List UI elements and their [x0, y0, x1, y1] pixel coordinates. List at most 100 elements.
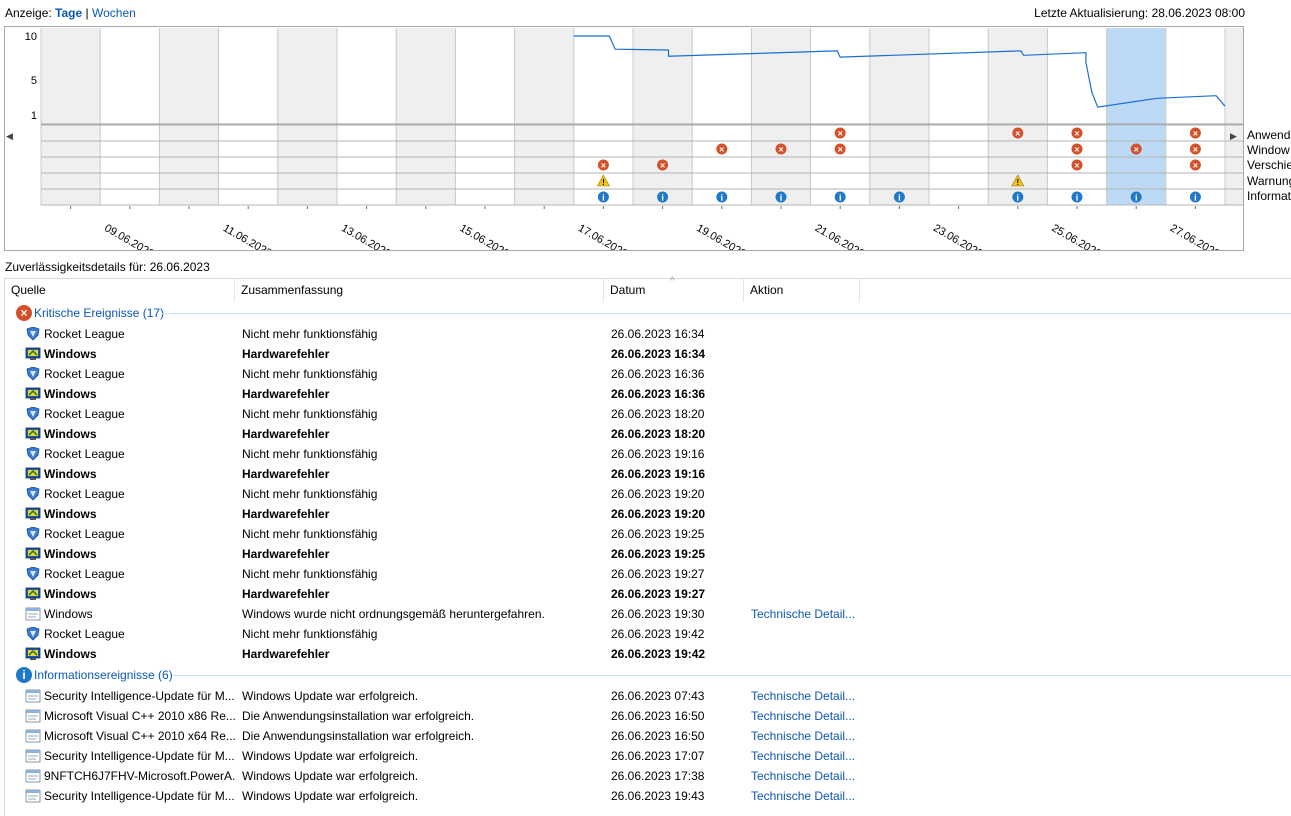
error-icon-glyph: × — [838, 145, 843, 155]
day-column — [1047, 28, 1107, 205]
info-icon-glyph: i — [1017, 193, 1020, 203]
view-separator: | — [85, 6, 89, 20]
table-row[interactable]: Rocket League Nicht mehr funktionsfähig 26… — [5, 624, 1291, 644]
x-tick-label: 15.06.2023 — [458, 222, 512, 250]
error-icon-glyph: × — [838, 129, 843, 139]
view-weeks-link[interactable]: Wochen — [91, 6, 136, 20]
table-row[interactable]: Rocket League Nicht mehr funktionsfähig 26… — [5, 364, 1291, 384]
warning-icon-glyph: ! — [1016, 178, 1019, 187]
cell-source: Windows — [44, 507, 97, 521]
window-icon — [25, 789, 41, 803]
technical-details-link[interactable]: Technische Detail... — [751, 729, 856, 743]
error-icon: × — [16, 305, 32, 321]
cell-date: 26.06.2023 17:38 — [611, 769, 705, 783]
table-row[interactable]: Rocket League Nicht mehr funktionsfähig 26… — [5, 564, 1291, 584]
cell-date: 26.06.2023 16:50 — [611, 729, 705, 743]
group-header[interactable]: i Informationsereignisse (6) — [5, 664, 1291, 686]
day-column — [159, 28, 219, 205]
day-column — [337, 28, 397, 205]
cell-source: Windows — [44, 607, 93, 621]
cell-date: 26.06.2023 16:50 — [611, 709, 705, 723]
day-column — [514, 28, 574, 205]
table-row[interactable]: Rocket League Nicht mehr funktionsfähig 26… — [5, 404, 1291, 424]
technical-details-link[interactable]: Technische Detail... — [751, 689, 856, 703]
column-header-source[interactable]: Quelle — [5, 279, 235, 302]
cell-summary: Nicht mehr funktionsfähig — [242, 627, 378, 641]
cell-source: Microsoft Visual C++ 2010 x64 Re... — [44, 729, 236, 743]
info-icon — [1130, 191, 1142, 203]
cell-source: Windows — [44, 347, 97, 361]
table-row[interactable]: Microsoft Visual C++ 2010 x86 Re... Die A… — [5, 706, 1291, 726]
cell-date: 26.06.2023 16:34 — [611, 347, 706, 361]
group-label[interactable]: Kritische Ereignisse (17) — [34, 306, 165, 320]
info-icon — [893, 191, 905, 203]
table-row[interactable]: Windows Hardwarefehler 26.06.2023 18:20 — [5, 424, 1291, 444]
technical-details-link[interactable]: Technische Detail... — [751, 709, 856, 723]
technical-details-link[interactable]: Technische Detail... — [751, 769, 856, 783]
table-row[interactable]: Security Intelligence-Update für M... Win… — [5, 686, 1291, 706]
view-days-link[interactable]: Tage — [55, 6, 83, 20]
table-row[interactable]: Windows Hardwarefehler 26.06.2023 19:25 — [5, 544, 1291, 564]
table-row[interactable]: Windows Hardwarefehler 26.06.2023 16:34 — [5, 344, 1291, 364]
reliability-chart-svg[interactable]: 10 5 1 × × × × × × × × × × × × × ×! ! i i i i i i i i i i 09.06.2023… — [5, 27, 1285, 260]
day-column — [751, 28, 811, 205]
table-row[interactable]: Security Intelligence-Update für M... Win… — [5, 786, 1291, 806]
table-row[interactable]: Rocket League Nicht mehr funktionsfähig 26… — [5, 324, 1291, 344]
day-column — [218, 28, 278, 205]
table-row[interactable]: Rocket League Nicht mehr funktionsfähig 26… — [5, 484, 1291, 504]
table-row[interactable]: Windows Hardwarefehler 26.06.2023 19:20 — [5, 504, 1291, 524]
x-tick-label: 13.06.2023 — [339, 222, 393, 250]
error-icon — [1189, 143, 1201, 155]
scroll-right-arrow[interactable]: ▶ — [1230, 131, 1237, 141]
table-row[interactable]: 9NFTCH6J7FHV-Microsoft.PowerA... Windows … — [5, 766, 1291, 786]
table-row[interactable]: Rocket League Nicht mehr funktionsfähig 26… — [5, 524, 1291, 544]
table-row[interactable]: Windows Hardwarefehler 26.06.2023 19:42 — [5, 644, 1291, 664]
reliability-chart[interactable]: 10 5 1 × × × × × × × × × × × × × ×!! i i i i i i i i i i 09.06.2023… — [4, 26, 1285, 260]
technical-details-link[interactable]: Technische Detail... — [751, 789, 856, 803]
windows-hardware-icon — [25, 347, 41, 361]
column-header-summary[interactable]: Zusammenfassung — [235, 279, 604, 302]
table-row[interactable]: Rocket League Nicht mehr funktionsfähig 26… — [5, 444, 1291, 464]
x-tick-label: 19.06.2023 — [694, 222, 748, 250]
table-row[interactable]: Windows Hardwarefehler 26.06.2023 16:36 — [5, 384, 1291, 404]
info-icon — [716, 191, 728, 203]
window-icon — [25, 607, 41, 621]
cell-date: 26.06.2023 19:25 — [611, 527, 705, 541]
technical-details-link[interactable]: Technische Detail... — [751, 749, 856, 763]
cell-date: 26.06.2023 16:36 — [611, 367, 705, 381]
group-label[interactable]: Informationsereignisse (6) — [34, 668, 173, 682]
cell-summary: Hardwarefehler — [242, 547, 330, 561]
table-row[interactable]: Windows Hardwarefehler 26.06.2023 19:16 — [5, 464, 1291, 484]
app-shield-icon — [25, 446, 41, 461]
technical-details-link[interactable]: Technische Detail... — [751, 607, 856, 621]
cell-summary: Nicht mehr funktionsfähig — [242, 367, 378, 381]
table-row[interactable]: Windows Hardwarefehler 26.06.2023 19:27 — [5, 584, 1291, 604]
row-label-misc-errors: Verschie — [1247, 158, 1291, 173]
cell-source: Security Intelligence-Update für M... — [44, 789, 235, 803]
table-row[interactable]: Windows Windows wurde nicht ordnungsgemäß… — [5, 604, 1291, 624]
column-header-action[interactable]: Aktion — [744, 279, 860, 302]
group-divider — [173, 675, 1291, 676]
day-column — [277, 28, 337, 205]
error-icon — [1012, 127, 1024, 139]
row-label-application-errors: Anwend — [1247, 128, 1291, 142]
y-tick-label: 5 — [31, 75, 37, 87]
cell-summary: Nicht mehr funktionsfähig — [242, 527, 378, 541]
table-header: Quelle Zusammenfassung Datum Aktion ^ — [5, 276, 1291, 302]
info-icon-glyph: i — [1194, 193, 1197, 203]
day-column — [1106, 28, 1166, 205]
cell-summary: Nicht mehr funktionsfähig — [242, 487, 378, 501]
error-icon-glyph: × — [1134, 145, 1139, 155]
error-icon — [834, 143, 846, 155]
cell-date: 26.06.2023 19:42 — [611, 647, 706, 661]
windows-hardware-icon — [25, 387, 41, 401]
cell-date: 26.06.2023 18:20 — [611, 427, 706, 441]
group-header[interactable]: × Kritische Ereignisse (17) — [5, 302, 1291, 324]
column-header-date[interactable]: Datum — [604, 279, 744, 302]
info-icon-glyph: i — [721, 193, 724, 203]
table-row[interactable]: Security Intelligence-Update für M... Win… — [5, 746, 1291, 766]
cell-date: 26.06.2023 19:27 — [611, 567, 705, 581]
table-row[interactable]: Microsoft Visual C++ 2010 x64 Re... Die A… — [5, 726, 1291, 746]
scroll-left-arrow[interactable]: ◀ — [6, 131, 13, 141]
cell-source: Rocket League — [44, 627, 125, 641]
